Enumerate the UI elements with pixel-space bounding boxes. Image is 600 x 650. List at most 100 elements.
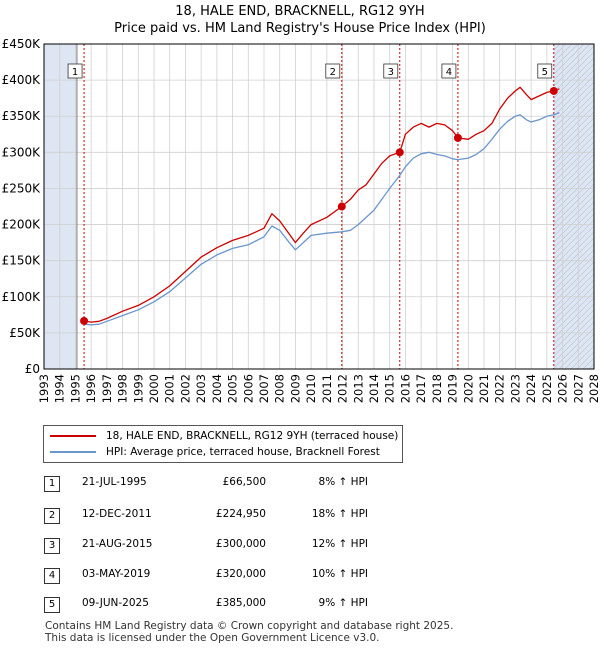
hatch-line	[553, 261, 595, 303]
hatch-line	[553, 231, 595, 273]
hatch-line	[553, 189, 595, 231]
footer-copyright: Contains HM Land Registry data © Crown c…	[45, 620, 454, 632]
price-chart: £0 £50K £100K £150K £200K £250K £300K £350K £400…	[2, 37, 600, 403]
sale-point	[453, 133, 462, 142]
sale-hpi-diff: 12% ↑ HPI	[311, 538, 368, 550]
x-tick-label: 2004	[210, 374, 224, 403]
hatch-line	[588, 363, 595, 370]
hatch-line	[553, 273, 595, 315]
sale-number-badge: 5	[44, 597, 60, 613]
x-tick-label: 2024	[524, 374, 538, 403]
y-tick-label: £350K	[2, 109, 42, 123]
sale-price: £320,000	[215, 568, 266, 580]
sale-number-badge: 2	[44, 508, 60, 524]
hatch-line	[553, 43, 585, 75]
x-tick-label: 2008	[273, 374, 287, 403]
hatch-line	[553, 63, 595, 105]
sale-price: £224,950	[215, 508, 266, 520]
hatch-line	[553, 141, 595, 183]
x-tick-label: 2025	[540, 374, 554, 403]
hatch-line	[582, 357, 595, 370]
hatch-line	[553, 255, 595, 297]
sale-price: £385,000	[215, 597, 266, 609]
sale-point	[395, 148, 404, 157]
sale-hpi-diff: 9% ↑ HPI	[318, 597, 368, 609]
x-tick-label: 1996	[84, 374, 98, 403]
x-tick-label: 2003	[194, 374, 208, 403]
hatch-line	[553, 225, 595, 267]
x-tick-label: 1995	[68, 374, 82, 403]
sale-point	[337, 202, 346, 211]
hatch-line	[553, 51, 595, 93]
y-tick-label: £400K	[2, 73, 42, 87]
y-tick-label: £200K	[2, 218, 42, 232]
sale-number-label: 1	[72, 67, 78, 78]
x-tick-label: 1999	[131, 374, 145, 403]
y-tick-label: £100K	[2, 290, 42, 304]
hatch-line	[553, 279, 595, 321]
y-tick-label: £300K	[2, 145, 42, 159]
sale-hpi-diff: 8% ↑ HPI	[318, 476, 368, 488]
sale-hpi-diff: 18% ↑ HPI	[311, 508, 368, 520]
x-tick-label: 2026	[556, 374, 570, 403]
sale-number-box	[441, 63, 457, 79]
x-tick-label: 2027	[571, 374, 585, 403]
hatch-line	[553, 105, 595, 147]
hatch-line	[553, 267, 595, 309]
x-tick-label: 2015	[383, 374, 397, 403]
hatch-line	[553, 57, 595, 99]
hatch-line	[553, 45, 595, 87]
hatch-line	[553, 303, 595, 345]
x-tick-label: 1994	[53, 374, 67, 403]
chart-subtitle: Price paid vs. HM Land Registry's House …	[114, 21, 486, 36]
hatch-line	[553, 237, 595, 279]
hatch-line	[553, 249, 595, 291]
sale-number-badge: 1	[44, 476, 60, 492]
x-tick-label: 2005	[226, 374, 240, 403]
y-tick-label: £250K	[2, 181, 42, 195]
sale-price: £66,500	[222, 476, 266, 488]
hatch-line	[553, 135, 595, 177]
hatch-line	[553, 75, 595, 117]
hatch-line	[553, 165, 595, 207]
plot-frame	[43, 43, 595, 370]
hatch-line	[553, 177, 595, 219]
hatch-line	[564, 339, 595, 370]
x-tick-label: 2007	[257, 374, 271, 403]
hatch-line	[553, 123, 595, 165]
sale-number-box	[325, 63, 341, 79]
hatch-line	[553, 81, 595, 123]
x-tick-label: 2022	[493, 374, 507, 403]
plot-background	[44, 44, 594, 369]
x-tick-label: 2028	[587, 374, 600, 403]
sale-number-badge: 4	[44, 568, 60, 584]
hatch-line	[553, 183, 595, 225]
x-tick-label: 2013	[351, 374, 365, 403]
x-tick-label: 2000	[147, 374, 161, 403]
hatch-line	[570, 345, 595, 370]
x-tick-label: 2019	[446, 374, 460, 403]
hatch-line	[553, 297, 595, 339]
sale-number-box	[537, 63, 553, 79]
sale-number-label: 5	[542, 67, 548, 78]
legend-label-property: 18, HALE END, BRACKNELL, RG12 9YH (terra…	[106, 430, 399, 442]
x-tick-label: 2001	[163, 374, 177, 403]
hatch-line	[553, 43, 567, 57]
sale-number-box	[383, 63, 399, 79]
x-tick-label: 2012	[336, 374, 350, 403]
hatch-line	[553, 309, 595, 351]
hatch-line	[553, 111, 595, 153]
hatch-line	[558, 333, 595, 370]
x-tick-label: 2018	[430, 374, 444, 403]
sale-number-label: 2	[330, 67, 336, 78]
hatch-line	[553, 43, 591, 81]
hatch-line	[553, 195, 595, 237]
sale-number-badge: 3	[44, 538, 60, 554]
sale-number-label: 4	[446, 67, 452, 78]
hatch-line	[553, 285, 595, 327]
hatch-line	[576, 351, 595, 370]
x-tick-label: 2011	[320, 374, 334, 403]
x-tick-label: 1997	[100, 374, 114, 403]
y-tick-label: £150K	[2, 254, 42, 268]
hatch-line	[553, 243, 595, 285]
